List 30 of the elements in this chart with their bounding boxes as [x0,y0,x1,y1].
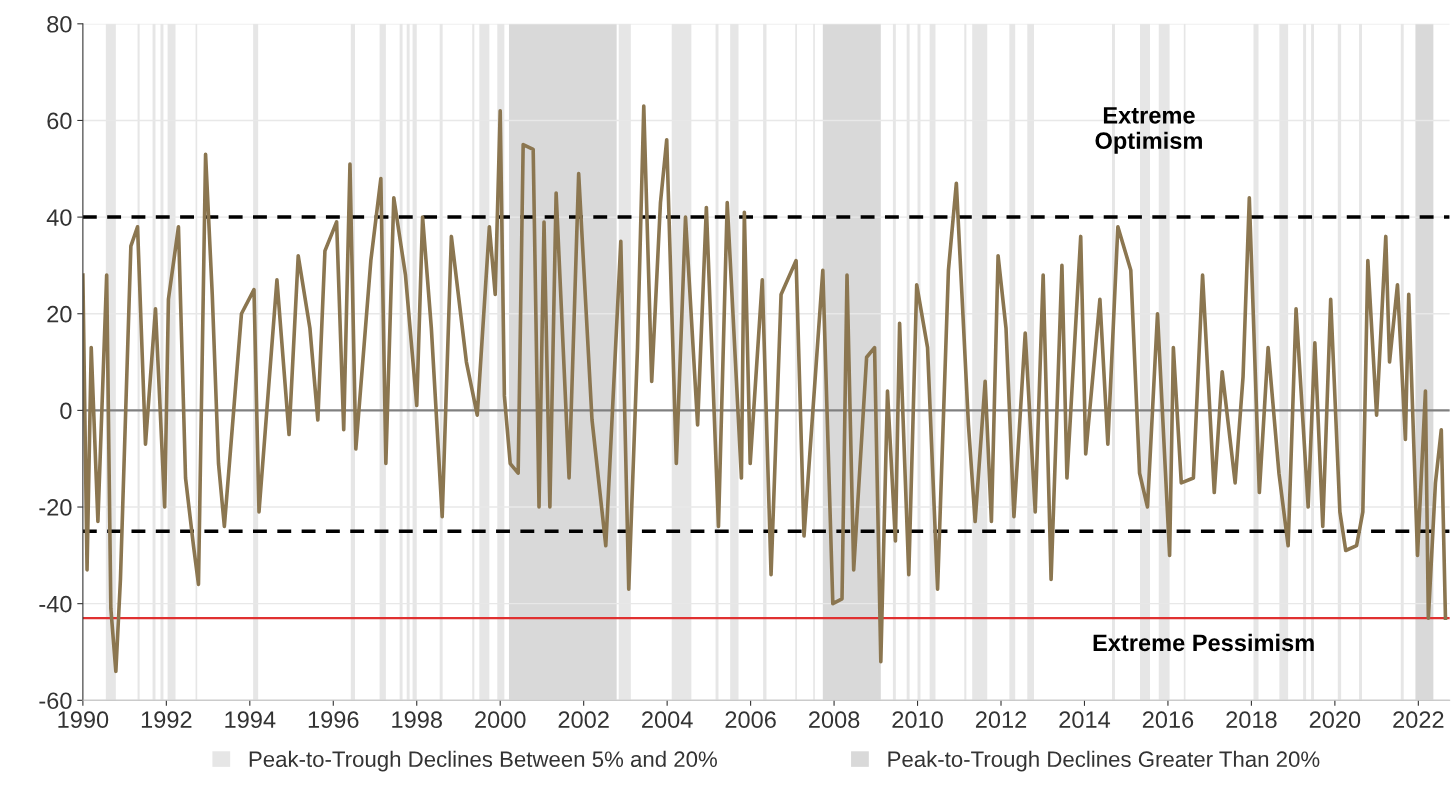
y-tick-label: -20 [39,499,72,516]
x-tick-label: 2022 [1393,711,1444,729]
y-tick-label: -60 [39,692,72,710]
legend-label: Peak-to-Trough Declines Between 5% and 20% [249,750,717,772]
annotation: Extreme Optimism [1095,107,1202,154]
legend-label: Peak-to-Trough Declines Greater Than 20% [888,750,1320,772]
y-tick-label: 80 [47,15,72,33]
x-tick-label: 1994 [225,711,276,729]
x-tick-label: 2002 [558,711,609,729]
x-tick-label: 2010 [892,711,943,729]
x-tick-label: 2018 [1226,711,1277,729]
x-tick-label: 1992 [141,711,192,729]
y-tick-label: 60 [47,112,72,130]
y-tick-label: 0 [60,402,72,420]
x-tick-label: 1990 [58,711,109,729]
x-tick-label: 2000 [475,711,526,729]
x-tick-label: 2012 [975,711,1027,729]
x-tick-label: 2014 [1059,711,1111,729]
y-tick-label: -40 [39,595,72,613]
x-tick-label: 2006 [725,711,776,729]
y-tick-label: 20 [47,305,72,323]
x-tick-label: 2020 [1309,711,1361,729]
x-tick-label: 1998 [392,711,442,729]
x-tick-label: 2016 [1142,711,1194,729]
x-tick-label: 1996 [308,711,359,729]
y-tick-label: 40 [46,209,72,226]
x-tick-label: 2008 [809,711,860,729]
x-tick-label: 2004 [642,711,693,729]
line-series [82,104,1448,674]
annotation: Extreme Pessimism [1093,633,1314,652]
